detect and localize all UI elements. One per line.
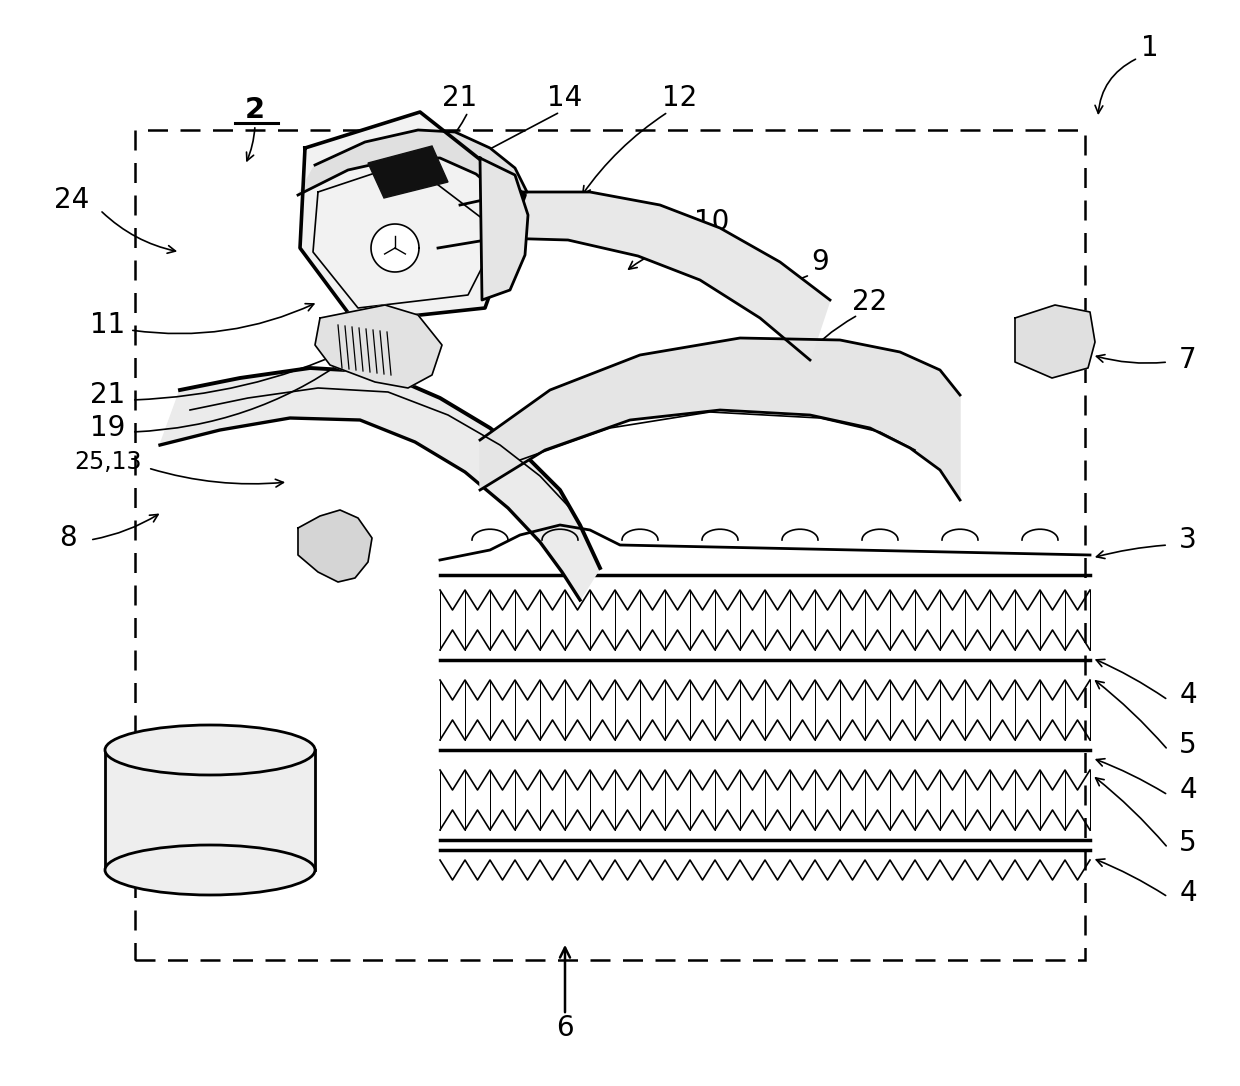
Text: 12: 12 (662, 84, 698, 112)
Text: 22: 22 (852, 288, 888, 316)
Polygon shape (438, 192, 830, 359)
Text: 11: 11 (91, 311, 125, 339)
Text: 1: 1 (1141, 34, 1159, 62)
Text: 4: 4 (1179, 776, 1197, 804)
Text: 14: 14 (547, 84, 583, 112)
Text: 5: 5 (1179, 731, 1197, 759)
Text: 4: 4 (1179, 879, 1197, 907)
Polygon shape (300, 112, 525, 323)
Text: 5: 5 (1179, 829, 1197, 857)
Polygon shape (1016, 305, 1095, 378)
Polygon shape (371, 224, 419, 272)
Text: 8: 8 (60, 525, 77, 552)
Polygon shape (480, 157, 528, 300)
Ellipse shape (105, 725, 315, 775)
Ellipse shape (105, 845, 315, 895)
Polygon shape (298, 130, 527, 220)
Text: 6: 6 (557, 1014, 574, 1041)
Text: 21: 21 (91, 381, 125, 409)
Text: 3: 3 (1179, 526, 1197, 554)
Polygon shape (368, 146, 448, 198)
Polygon shape (298, 510, 372, 582)
Text: 21: 21 (443, 84, 477, 112)
Text: 19: 19 (91, 414, 125, 442)
Bar (135, 130, 1085, 960)
Text: 9: 9 (811, 248, 828, 276)
Text: 25,13: 25,13 (74, 450, 141, 473)
Text: 2: 2 (246, 96, 265, 124)
Text: 10: 10 (694, 209, 729, 236)
Text: 7: 7 (1179, 346, 1197, 374)
Polygon shape (105, 750, 315, 870)
Polygon shape (315, 305, 441, 388)
Polygon shape (160, 368, 600, 599)
Polygon shape (480, 338, 960, 500)
Text: 24: 24 (55, 186, 89, 214)
Text: 4: 4 (1179, 681, 1197, 709)
